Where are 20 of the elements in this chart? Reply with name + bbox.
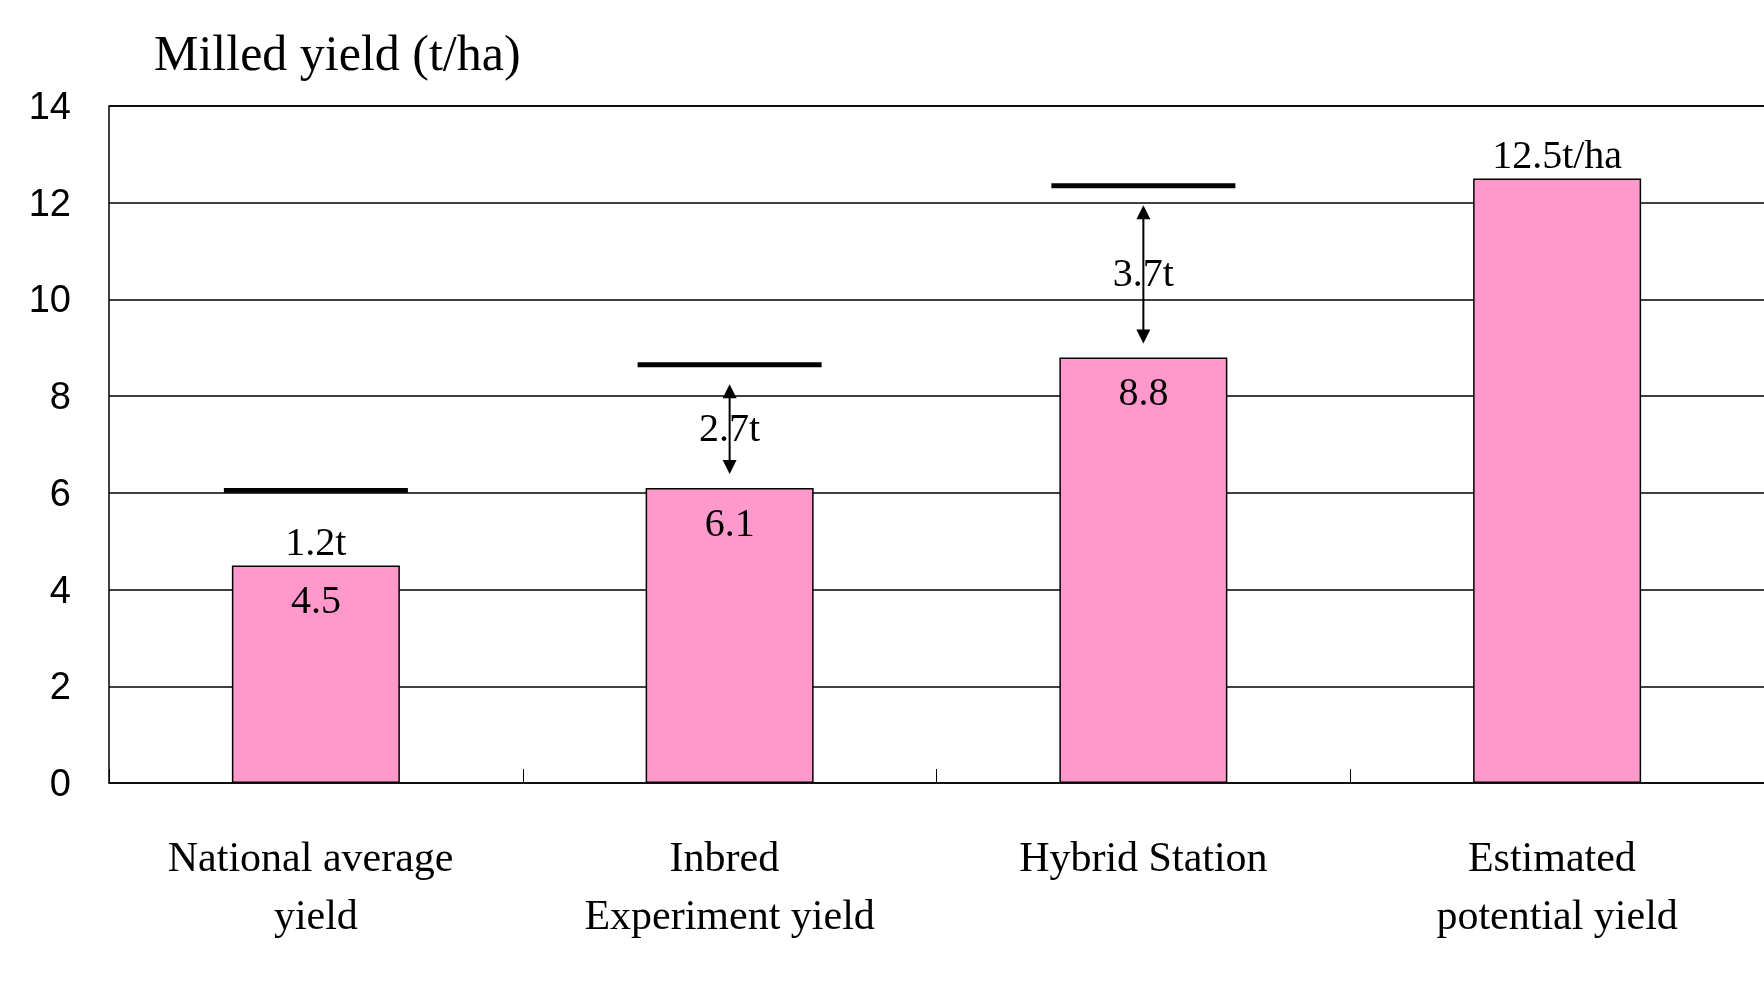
annotation: 1.2t [285, 518, 347, 564]
data-label: 4.5 [290, 576, 341, 622]
bar [1051, 183, 1236, 189]
y-tick-label: 2 [49, 665, 71, 708]
y-tick-label: 0 [49, 762, 71, 804]
y-tick-label: 14 [28, 85, 71, 127]
data-label: 8.8 [1118, 368, 1169, 414]
x-tick-label: Hybrid Station [1019, 834, 1268, 880]
y-tick-label: 8 [49, 375, 71, 418]
y-tick-label: 4 [49, 568, 71, 611]
bar [637, 362, 822, 368]
x-tick-label: Estimated potential yield [1436, 834, 1678, 938]
y-tick-label: 10 [28, 278, 71, 321]
x-tick-label: National average yield [167, 834, 464, 938]
data-label: 6.1 [704, 499, 755, 545]
y-axis-title: Milled yield (t/ha) [154, 25, 521, 81]
y-tick-label: 12 [28, 181, 71, 224]
annotation: 12.5t/ha [1492, 132, 1623, 178]
x-tick-label: Inbred Experiment yield [584, 834, 875, 938]
y-tick-label: 6 [49, 471, 71, 514]
